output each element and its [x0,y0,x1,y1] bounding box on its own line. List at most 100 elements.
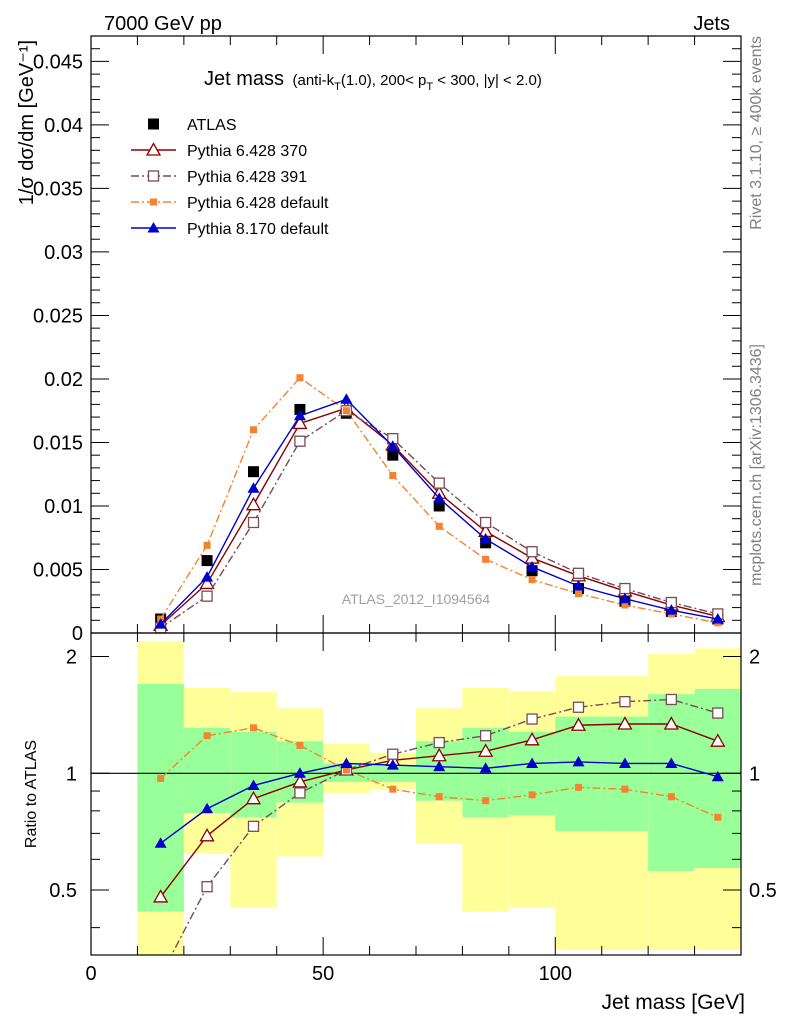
main-point-pythia-6-428-default [296,374,304,382]
main-point-pythia-8-170-default [711,613,724,624]
main-point-atlas [387,449,399,461]
legend-marker-pythia-6-428-391 [147,170,160,182]
main-point-pythia-6-428-370 [245,496,262,511]
main-point-pythia-6-428-391 [294,435,306,447]
ratio-point-pythia-6-428-default [621,785,629,793]
main-ytick-label: 0.015 [33,432,83,454]
ratio-ylabel: Ratio to ATLAS [23,740,40,848]
legend-label-pythia-6-428-default: Pythia 6.428 default [187,195,329,212]
main-ylabel: 1/σ dσ/dm [GeV⁻¹] [16,40,38,205]
main-axes: 0 0.005 0.01 0.015 0.02 0.025 0.03 0.035 0.04 0.0… [33,36,742,645]
header-left: 7000 GeV pp [104,13,222,35]
main-point-pythia-6-428-391 [619,582,631,595]
ratio-ytick-label-right: 1 [749,763,760,785]
main-point-pythia-8-170-default [293,409,306,421]
xtick-label: 100 [539,963,572,985]
ratio-point-pythia-6-428-default [482,797,490,805]
main-point-pythia-6-428-391 [247,516,260,529]
ratio-point-pythia-6-428-391 [433,736,445,749]
ratio-series-pythia-6-428-default [157,724,722,821]
main-point-atlas [433,500,445,512]
header-right: Jets [693,13,730,35]
ratio-point-pythia-6-428-default [389,785,397,793]
ratio-point-pythia-8-170-default [154,837,167,848]
ratio-marks [153,693,726,955]
main-point-pythia-6-428-370 [199,575,215,590]
legend-marker-pythia-6-428-default [150,198,157,206]
main-point-pythia-8-170-default [665,604,678,615]
ratio-point-pythia-6-428-default [575,783,582,791]
ratio-point-pythia-6-428-370 [524,731,540,746]
ratio-point-pythia-6-428-391 [387,748,399,760]
ratio-point-pythia-8-170-default [665,757,678,768]
main-series-pythia-8-170-default [154,393,724,629]
ratio-ytick-label-right: 0.5 [749,880,777,902]
ratio-ytick-label-right: 2 [749,647,760,669]
legend-label-pythia-6-428-370: Pythia 6.428 370 [187,143,307,160]
main-ytick-label: 0.025 [33,305,83,327]
ratio-point-pythia-6-428-370 [663,716,679,730]
legend-label-atlas: ATLAS [187,117,237,134]
ratio-point-pythia-6-428-391 [619,696,631,708]
ratio-point-pythia-6-428-370 [199,827,215,842]
ratio-ytick-label: 1 [66,763,77,785]
ratio-bands [137,641,741,955]
ratio-point-pythia-6-428-370 [292,774,308,788]
ratio-point-pythia-6-428-default [667,793,675,801]
ratio-band-inner [137,683,184,912]
ratio-point-pythia-6-428-391 [572,701,585,713]
ratio-point-pythia-6-428-370 [245,790,262,805]
ratio-point-pythia-8-170-default [433,760,446,772]
ratio-point-pythia-6-428-default [157,774,165,782]
main-title: Jet mass (anti-kT(1.0), 200< pT < 300, |… [204,68,542,93]
main-panel: 0 0.005 0.01 0.015 0.02 0.025 0.03 0.035 0.04 0.0… [16,35,742,645]
main-ytick-label: 0.005 [33,559,83,581]
main-marks [153,374,726,634]
ratio-point-pythia-6-428-391 [712,707,724,719]
main-point-pythia-8-170-default [247,482,260,493]
ratio-ytick-label: 0.5 [49,880,77,902]
legend-marker-atlas [148,118,159,130]
ratio-point-pythia-8-170-default [572,755,585,767]
main-point-pythia-8-170-default [433,492,446,503]
legend-marker-pythia-8-170-default [147,222,160,233]
ratio-point-pythia-8-170-default [201,802,214,814]
main-ytick-label: 0.02 [44,369,83,391]
ratio-point-pythia-8-170-default [340,757,353,768]
ratio-point-pythia-6-428-default [435,793,443,801]
main-point-pythia-6-428-391 [526,546,538,558]
ratio-point-pythia-6-428-default [296,741,304,749]
main-point-pythia-6-428-391 [433,477,445,489]
legend-label-pythia-8-170-default: Pythia 8.170 default [187,221,329,238]
main-point-pythia-6-428-default [389,471,397,479]
main-point-pythia-6-428-default [250,426,257,434]
main-point-pythia-6-428-391 [201,590,213,602]
ratio-band-inner [230,731,277,818]
title-detail-sub-a: T [334,81,341,93]
main-point-pythia-6-428-391 [479,516,492,529]
main-ytick-label: 0.035 [33,178,83,200]
main-point-pythia-8-170-default [526,560,539,572]
main-point-atlas [294,403,306,415]
ratio-point-pythia-6-428-391 [526,713,538,725]
mcplots-label: mcplots.cern.ch [arXiv:1306.3436] [748,344,765,586]
main-point-pythia-8-170-default [201,571,214,582]
rivet-label: Rivet 3.1.10, ≥ 400k events [748,36,765,230]
main-ytick-label: 0.04 [44,115,83,137]
main-ytick-label: 0 [72,623,83,645]
main-point-pythia-8-170-default [386,440,399,451]
main-point-pythia-6-428-default [575,590,582,598]
ratio-point-pythia-8-170-default [618,757,631,768]
main-ytick-label: 0.01 [44,496,83,518]
ratio-point-pythia-6-428-370 [570,717,587,731]
ratio-series-pythia-8-170-default [154,755,724,848]
legend: ATLAS Pythia 6.428 370 Pythia 6.428 391 Pyt… [131,117,329,238]
ratio-point-pythia-8-170-default [247,779,260,791]
ratio-point-pythia-8-170-default [479,762,492,773]
ratio-ytick-label: 2 [66,647,77,669]
ratio-point-pythia-6-428-default [342,766,350,774]
ratio-point-pythia-6-428-370 [478,743,494,757]
ratio-point-pythia-6-428-370 [153,889,169,903]
ratio-point-pythia-8-170-default [386,759,399,770]
